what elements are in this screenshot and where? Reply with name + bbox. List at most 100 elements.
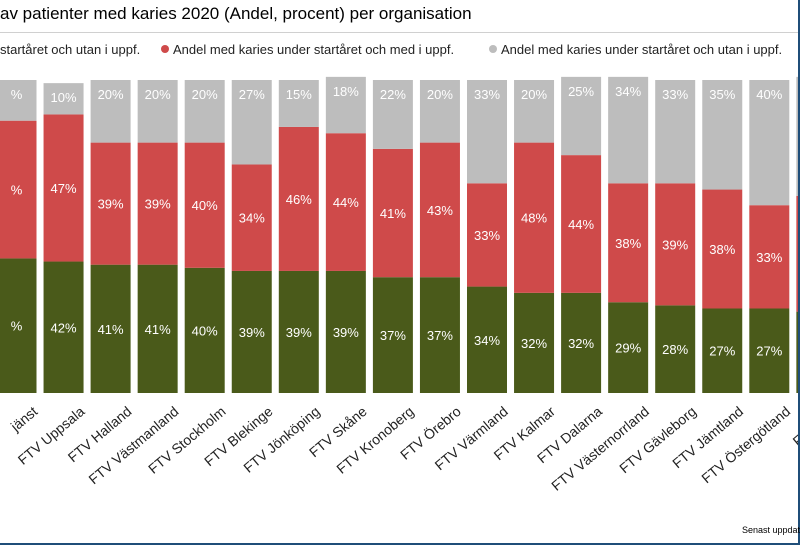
data-label: 41% — [145, 322, 171, 337]
bar-segment — [467, 80, 507, 184]
data-label: 41% — [380, 206, 406, 221]
data-label: 20% — [145, 87, 171, 102]
data-label: 39% — [239, 325, 265, 340]
legend-item-grey: Andel med karies under startåret och uta… — [489, 42, 782, 57]
data-label: 37% — [380, 328, 406, 343]
bar-segment — [702, 80, 743, 190]
data-label: 43% — [427, 203, 453, 218]
data-label: 32% — [521, 336, 547, 351]
data-label: 40% — [756, 87, 782, 102]
data-label: 27% — [756, 344, 782, 359]
bar-segment — [655, 80, 696, 184]
bar-segment — [325, 270, 366, 393]
data-label: 15% — [286, 87, 312, 102]
bar-segment — [419, 80, 460, 143]
data-label: % — [11, 183, 23, 198]
data-label: % — [11, 87, 23, 102]
data-label: 33% — [756, 250, 782, 265]
data-label: 40% — [192, 198, 218, 213]
data-label: 34% — [474, 333, 500, 348]
data-label: 39% — [286, 325, 312, 340]
data-label: % — [11, 319, 23, 334]
data-label: 20% — [98, 87, 124, 102]
category-label: jänst — [7, 403, 41, 435]
bar-segment — [372, 80, 413, 149]
legend-item-green: startåret och utan i uppf. — [0, 42, 140, 57]
bar-segment — [90, 264, 131, 393]
bar-segment — [278, 126, 319, 271]
legend-dot-grey-icon — [489, 45, 497, 53]
data-label: 44% — [568, 217, 594, 232]
bar-segment — [184, 267, 225, 393]
bar-segment — [372, 277, 413, 393]
bar-segment — [325, 133, 366, 271]
data-label: 47% — [51, 181, 77, 196]
bar-segment — [796, 76, 798, 196]
data-label: 39% — [333, 325, 359, 340]
bar-segment — [655, 305, 696, 393]
bar-segment — [90, 80, 131, 143]
data-label: 33% — [474, 228, 500, 243]
bar-segment — [0, 80, 37, 121]
bar-segment — [655, 183, 696, 306]
bar-segment — [0, 258, 37, 393]
data-label: 29% — [615, 341, 641, 356]
bar-segment — [796, 195, 798, 312]
bar-segment — [90, 142, 131, 265]
bar-segment — [467, 286, 507, 393]
data-label: 34% — [615, 84, 641, 99]
bar-segment — [278, 270, 319, 393]
bar-segment — [137, 80, 178, 143]
data-label: 35% — [709, 87, 735, 102]
bar-segment — [137, 264, 178, 393]
data-label: 25% — [568, 84, 594, 99]
bar-segment — [43, 114, 84, 262]
data-label: 33% — [474, 87, 500, 102]
data-label: 39% — [145, 197, 171, 212]
legend-label-grey: Andel med karies under startåret och uta… — [501, 42, 783, 57]
chart-title: av patienter med karies 2020 (Andel, pro… — [0, 4, 472, 23]
data-label: 10% — [51, 90, 77, 105]
data-label: 39% — [662, 237, 688, 252]
data-label: 20% — [521, 87, 547, 102]
data-label: 38% — [709, 242, 735, 257]
bar-segment — [561, 155, 602, 293]
bar-segment — [43, 83, 84, 115]
bar-segment — [749, 80, 790, 206]
data-label: 28% — [662, 342, 688, 357]
bar-segment — [467, 183, 507, 287]
bar-segment — [231, 80, 272, 165]
bar-segment — [608, 302, 649, 393]
bar-segment — [702, 189, 743, 309]
bar-segment — [608, 183, 649, 303]
legend-label-red: Andel med karies under startåret och med… — [173, 42, 455, 57]
data-label: 41% — [98, 322, 124, 337]
data-label: 48% — [521, 211, 547, 226]
bar-segment — [43, 261, 84, 393]
bar-segment — [514, 292, 555, 393]
bar-segment — [137, 142, 178, 265]
bar-segment — [749, 308, 790, 393]
data-label: 20% — [427, 87, 453, 102]
data-label: 33% — [662, 87, 688, 102]
legend-dot-red-icon — [161, 45, 169, 53]
data-label: 46% — [286, 192, 312, 207]
data-label: 40% — [192, 323, 218, 338]
bar-segment — [419, 142, 460, 278]
bar-segment — [0, 120, 37, 259]
bar-segment — [702, 308, 743, 393]
data-label: 34% — [239, 211, 265, 226]
category-label: FTV Got — [789, 403, 798, 449]
data-label: 27% — [239, 87, 265, 102]
bar-segment — [608, 76, 649, 184]
bar-segment — [561, 76, 602, 156]
bar-segment — [514, 80, 555, 143]
data-label: 22% — [380, 87, 406, 102]
data-label: 39% — [98, 197, 124, 212]
footer-note: Senast uppdat — [741, 525, 800, 535]
bar-segment — [796, 311, 798, 393]
bar-segment — [231, 164, 272, 271]
bar-segment — [184, 142, 225, 268]
